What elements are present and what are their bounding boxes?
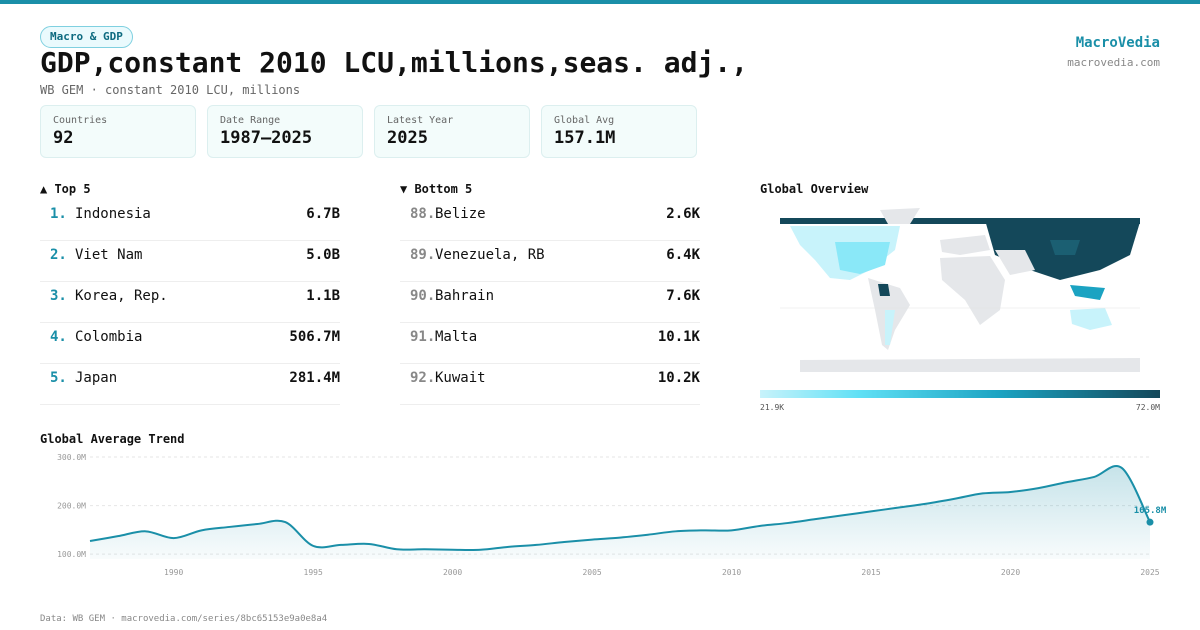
country-value: 5.0B <box>306 247 340 263</box>
country-value: 2.6K <box>666 206 700 222</box>
region <box>1050 240 1080 255</box>
rank-row[interactable]: 4. Colombia 506.7M <box>40 323 340 364</box>
stat-value: 2025 <box>387 128 428 148</box>
rank-row[interactable]: 3. Korea, Rep. 1.1B <box>40 282 340 323</box>
rank: 1. <box>50 206 67 222</box>
x-tick-label: 1990 <box>164 568 183 577</box>
region <box>1070 285 1105 300</box>
country-name: Venezuela, RB <box>435 247 545 263</box>
region <box>880 208 920 224</box>
region <box>940 235 990 255</box>
area <box>90 465 1150 559</box>
y-tick-label: 300.0M <box>57 453 86 462</box>
rank-row[interactable]: 92. Kuwait 10.2K <box>400 364 700 405</box>
country-name: Kuwait <box>435 370 486 386</box>
x-tick-label: 2010 <box>722 568 741 577</box>
brand[interactable]: MacroVedia <box>1075 35 1160 51</box>
rank: 88. <box>410 206 436 222</box>
page-title: GDP,constant 2010 LCU,millions,seas. adj… <box>40 46 749 79</box>
country-name: Malta <box>435 329 478 345</box>
chart-title: Global Average Trend <box>40 432 185 446</box>
country-name: Viet Nam <box>75 247 143 263</box>
region <box>835 242 890 274</box>
rank-row[interactable]: 91. Malta 10.1K <box>400 323 700 364</box>
stat-value: 1987–2025 <box>220 128 313 148</box>
top-title: ▲ Top 5 <box>40 182 91 196</box>
rank: 3. <box>50 288 67 304</box>
stat-card: Date Range 1987–2025 <box>207 105 363 158</box>
rank-row[interactable]: 5. Japan 281.4M <box>40 364 340 405</box>
rank: 4. <box>50 329 67 345</box>
country-value: 6.7B <box>306 206 340 222</box>
rank-row[interactable]: 88. Belize 2.6K <box>400 200 700 241</box>
x-tick-label: 2000 <box>443 568 462 577</box>
stat-label: Countries <box>53 115 108 126</box>
stat-label: Latest Year <box>387 115 454 126</box>
region <box>940 256 1005 325</box>
legend-max: 72.0M <box>1135 403 1160 412</box>
stat-label: Global Avg <box>554 115 615 126</box>
country-value: 281.4M <box>289 370 340 386</box>
stat-value: 157.1M <box>554 128 616 148</box>
stat-card: Global Avg 157.1M <box>541 105 697 158</box>
bottom-list: 88. Belize 2.6K 89. Venezuela, RB 6.4K 90. Bahr… <box>400 200 700 405</box>
stat-card: Latest Year 2025 <box>374 105 530 158</box>
rank: 2. <box>50 247 67 263</box>
rank: 90. <box>410 288 436 304</box>
country-name: Colombia <box>75 329 143 345</box>
rank-row[interactable]: 89. Venezuela, RB 6.4K <box>400 241 700 282</box>
x-tick-label: 2020 <box>1001 568 1020 577</box>
category-badge[interactable]: Macro & GDP <box>40 26 133 48</box>
region <box>878 284 890 296</box>
country-value: 7.6K <box>666 288 700 304</box>
country-name: Bahrain <box>435 288 495 304</box>
map-band <box>780 218 1140 224</box>
x-tick-label: 1995 <box>304 568 323 577</box>
bottom-title: ▼ Bottom 5 <box>400 182 473 196</box>
world-map <box>780 208 1140 372</box>
country-name: Belize <box>435 206 486 222</box>
top-list: 1. Indonesia 6.7B 2. Viet Nam 5.0B 3. Korea, Re… <box>40 200 340 405</box>
country-name: Japan <box>75 370 118 386</box>
legend-min: 21.9K <box>760 403 785 412</box>
country-value: 6.4K <box>666 247 700 263</box>
top-bar <box>0 0 1200 4</box>
region <box>995 250 1035 275</box>
x-tick-label: 2025 <box>1140 568 1159 577</box>
country-value: 1.1B <box>306 288 340 304</box>
map-legend <box>760 390 1160 398</box>
region <box>885 310 895 345</box>
line <box>89 465 1151 552</box>
country-value: 10.1K <box>657 329 700 345</box>
x-tick-label: 2015 <box>861 568 880 577</box>
y-tick-label: 100.0M <box>57 550 86 559</box>
footer: Data: WB GEM · macrovedia.com/series/8bc… <box>40 614 328 624</box>
region <box>1070 308 1112 330</box>
country-name: Indonesia <box>75 206 151 222</box>
page-subtitle: WB GEM · constant 2010 LCU, millions <box>40 83 301 97</box>
rank-row[interactable]: 1. Indonesia 6.7B <box>40 200 340 241</box>
rank-row[interactable]: 90. Bahrain 7.6K <box>400 282 700 323</box>
map-title: Global Overview <box>760 182 869 196</box>
region <box>800 358 1140 372</box>
rank: 89. <box>410 247 436 263</box>
rank: 5. <box>50 370 67 386</box>
rank: 92. <box>410 370 436 386</box>
stat-card: Countries 92 <box>40 105 196 158</box>
site-url[interactable]: macrovedia.com <box>1067 56 1160 69</box>
stat-value: 92 <box>53 128 74 148</box>
y-tick-label: 200.0M <box>57 502 86 511</box>
trend-chart: 100.0M 200.0M 300.0M 1990 1995 2000 2005 2010 20… <box>57 453 1167 577</box>
stat-label: Date Range <box>220 115 281 126</box>
x-tick-label: 2005 <box>582 568 601 577</box>
rank-row[interactable]: 2. Viet Nam 5.0B <box>40 241 340 282</box>
rank: 91. <box>410 329 436 345</box>
value-label: 165.8M <box>1134 506 1167 516</box>
country-name: Korea, Rep. <box>75 288 168 304</box>
country-value: 506.7M <box>289 329 340 345</box>
country-value: 10.2K <box>657 370 700 386</box>
end-point <box>1146 518 1154 526</box>
